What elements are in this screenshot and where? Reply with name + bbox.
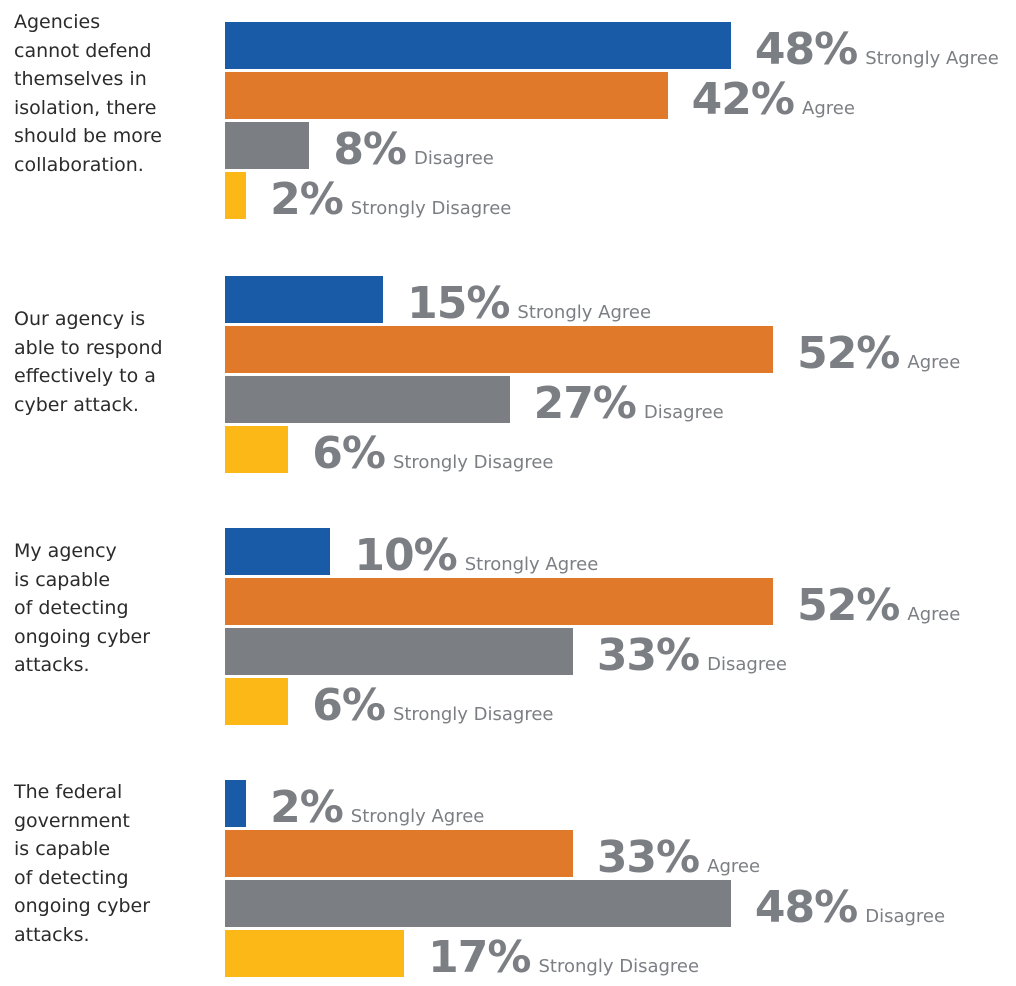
value-label: 33% [596,832,700,883]
bar [225,426,289,473]
series-label: Disagree [414,148,494,169]
bar [225,780,247,827]
bar [225,326,774,373]
value-label: 33% [596,630,700,681]
value-label: 6% [312,680,386,731]
category-label: Our agency is able to respond effectivel… [14,308,163,416]
series-label: Disagree [643,402,724,423]
series-label: Strongly Disagree [350,198,512,219]
bar [225,72,668,119]
value-label-group: 27% Disagree [534,378,724,429]
bar [225,276,384,323]
value-label-group: 8% Disagree [333,124,494,175]
value-label-group: 52% Agree [797,328,961,379]
value-label: 48% [754,24,858,75]
value-label: 48% [754,882,858,933]
series-label: Agree [802,98,855,119]
value-label-group: 2% Strongly Disagree [270,174,512,225]
series-label: Strongly Agree [350,806,485,827]
value-label: 42% [691,74,795,125]
series-label: Disagree [707,654,787,675]
value-label: 8% [333,124,407,175]
value-label: 10% [354,530,457,581]
category-label: My agency is capable of detecting ongoin… [14,540,151,677]
value-label: 2% [270,174,344,225]
value-label: 2% [270,782,344,833]
series-label: Agree [907,604,961,625]
bar [225,376,510,423]
value-label: 27% [533,378,637,429]
value-label: 6% [312,428,386,479]
value-label-group: 2% Strongly Agree [270,782,485,833]
bar [225,122,310,169]
value-label-group: 48% Strongly Agree [755,24,999,75]
value-label-group: 6% Strongly Disagree [312,680,554,731]
series-label: Strongly Disagree [538,956,700,977]
value-label: 15% [407,278,510,329]
value-label: 17% [428,932,531,983]
bar [225,578,774,625]
series-label: Agree [907,352,961,373]
bar [225,880,731,927]
value-label-group: 48% Disagree [755,882,946,933]
series-label: Strongly Agree [517,302,652,323]
value-label-group: 17% Strongly Disagree [428,932,700,983]
bar [225,930,405,977]
bar [225,678,289,725]
value-label-group: 6% Strongly Disagree [312,428,554,479]
value-label-group: 15% Strongly Agree [407,278,652,329]
value-label-group: 33% Disagree [597,630,787,681]
bar [225,22,731,69]
bar [225,830,573,877]
series-label: Strongly Agree [464,554,599,575]
value-label-group: 42% Agree [692,74,855,125]
series-label: Strongly Disagree [392,704,554,725]
series-label: Strongly Agree [865,48,999,69]
bar [225,528,331,575]
series-label: Strongly Disagree [392,452,554,473]
series-label: Disagree [865,906,946,927]
category-label: The federal government is capable of det… [14,781,151,946]
bar [225,172,247,219]
bar [225,628,573,675]
value-label-group: 33% Agree [597,832,761,883]
series-label: Agree [707,856,761,877]
value-label-group: 52% Agree [797,580,961,631]
value-label: 52% [797,580,900,631]
value-label: 52% [797,328,900,379]
category-label: Agencies cannot defend themselves in iso… [14,11,162,176]
value-label-group: 10% Strongly Agree [354,530,599,581]
